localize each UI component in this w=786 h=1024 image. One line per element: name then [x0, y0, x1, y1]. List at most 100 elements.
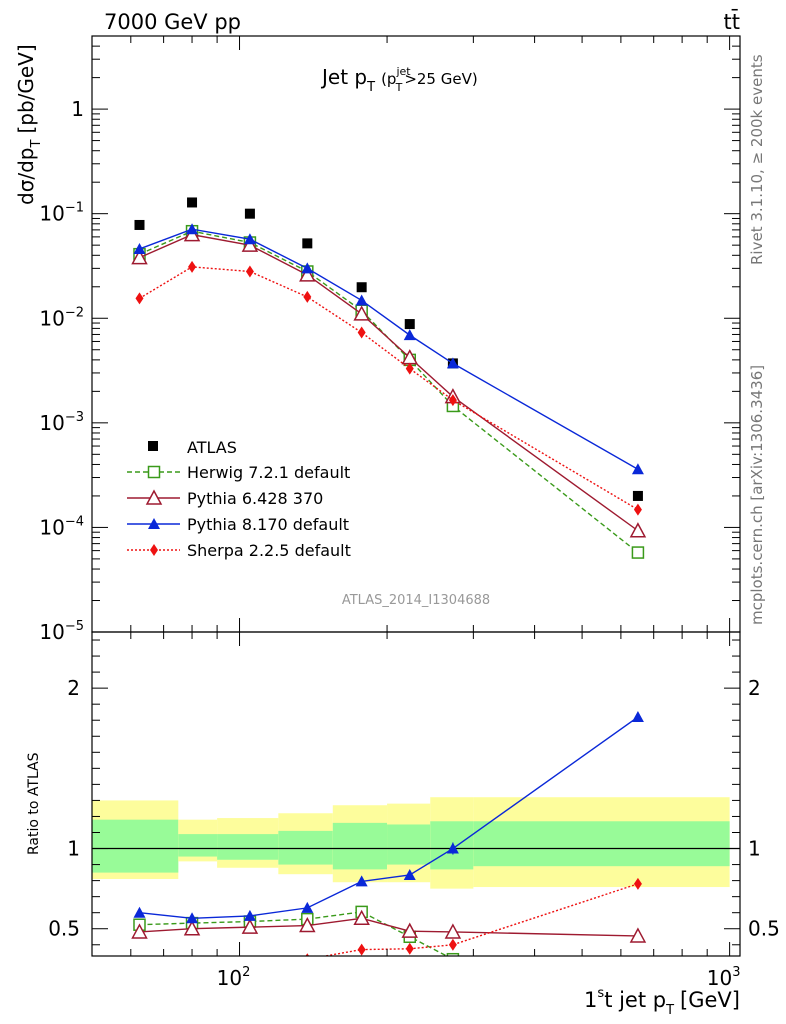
ratio-band-inner — [387, 824, 431, 865]
main-y-axis-label-unit: [pb/GeV] — [14, 44, 38, 133]
ratio-point-herwig — [446, 952, 460, 956]
series-line-herwig — [139, 230, 639, 554]
main-y-tick-label-base: 10 — [39, 202, 64, 226]
ratio-point-pythia6 — [629, 927, 647, 943]
main-y-tick-label-exp: −3 — [65, 410, 84, 425]
ratio-point-pythia8 — [186, 912, 199, 924]
main-y-tick-label-exp: −2 — [65, 305, 84, 320]
point-pythia8 — [355, 294, 368, 306]
point-pythia8 — [446, 357, 459, 369]
ratio-point-sherpa — [135, 971, 143, 983]
main-y-axis-label: dσ/dpT [pb/GeV] — [14, 44, 44, 205]
point-sherpa — [135, 292, 144, 305]
main-y-tick-label-base: 10 — [39, 306, 64, 330]
legend-pythia6-marker — [145, 489, 163, 505]
x-tick-label-base: 10 — [217, 966, 242, 990]
legend-sherpa-marker — [150, 544, 158, 556]
plot-title-sub: T — [366, 80, 375, 95]
ratio-line-pythia6 — [139, 917, 638, 937]
point-atlas — [244, 208, 255, 219]
energy-label: 7000 GeV pp — [104, 10, 241, 34]
main-y-tick-label: 10−2 — [39, 305, 84, 330]
point-pythia6 — [629, 522, 647, 538]
point-pythia6 — [299, 266, 316, 282]
rivet-label: Rivet 3.1.10, ≥ 200k events — [748, 54, 766, 265]
point-sherpa — [188, 260, 197, 273]
legend-herwig: Herwig 7.2.1 default — [127, 463, 350, 482]
ratio-frame — [91, 631, 741, 957]
series-pythia6 — [131, 226, 647, 538]
legend-pythia8-marker — [148, 518, 160, 529]
point-atlas — [134, 219, 145, 230]
main-y-tick-label-base: 10 — [39, 411, 64, 435]
ratio-point-pythia8 — [446, 842, 459, 854]
plot-title: Jet pT (pjet T >25 GeV) — [320, 65, 478, 95]
point-pythia8 — [403, 329, 416, 341]
legend-pythia8-label: Pythia 8.170 default — [187, 515, 349, 534]
ratio-point-sherpa — [633, 877, 642, 890]
point-pythia6 — [353, 305, 370, 321]
legend-pythia6-label: Pythia 6.428 370 — [187, 489, 323, 508]
ratio-point-herwig — [632, 957, 643, 968]
process-label: tt̄ — [724, 9, 740, 34]
x-axis-label-mid: t jet p — [604, 988, 666, 1012]
ratio-y-axis-label: Ratio to ATLAS — [26, 752, 42, 855]
main-y-tick-label: 10−5 — [39, 619, 84, 644]
main-y-tick-label-exp: −5 — [65, 619, 84, 634]
ratio-line-sherpa — [321, 883, 639, 956]
x-tick-label: 102 — [217, 965, 251, 990]
ratio-point-pythia6 — [353, 909, 370, 926]
x-tick-label-exp: 2 — [242, 965, 250, 980]
x-tick-label-base: 10 — [707, 966, 732, 990]
ratio-point-sherpa — [305, 953, 310, 956]
series-herwig — [133, 224, 645, 559]
x-axis-label-sub: T — [665, 1003, 674, 1018]
ratio-series-herwig — [133, 905, 643, 968]
ratio-band-inner — [332, 822, 388, 870]
ratio-y-tick-label-left: 1 — [67, 837, 80, 861]
point-pythia8 — [301, 262, 314, 274]
point-sherpa — [633, 503, 642, 516]
point-atlas — [356, 282, 367, 293]
main-y-tick-label: 10−4 — [39, 514, 84, 539]
main-y-tick-label-exp: −1 — [65, 201, 84, 216]
point-pythia6 — [131, 249, 148, 265]
x-axis-label-sup: s — [597, 986, 604, 1001]
main-series — [131, 197, 647, 559]
legend-sherpa: Sherpa 2.2.5 default — [127, 541, 351, 560]
ratio-bands — [92, 797, 740, 889]
series-pythia8 — [133, 223, 644, 475]
ratio-point-sherpa — [357, 943, 366, 956]
x-axis-label: 1st jet pT [GeV] — [584, 986, 740, 1018]
series-sherpa — [135, 260, 642, 516]
main-y-axis-label-sub: T — [29, 140, 44, 149]
plot-title-paren-close: >25 GeV) — [404, 70, 477, 88]
ratio-point-pythia6 — [183, 920, 201, 936]
ratio-y-tick-label-left: 2 — [67, 676, 80, 700]
legend-herwig-marker — [147, 465, 161, 479]
ratio-point-pythia8 — [301, 901, 314, 913]
main-y-tick-label: 1 — [71, 97, 84, 121]
point-sherpa — [357, 326, 366, 339]
ratio-band-inner — [473, 821, 730, 867]
series-line-pythia6 — [139, 233, 639, 532]
point-pythia8 — [133, 242, 146, 254]
ratio-line-pythia8 — [139, 716, 639, 920]
ratio-y-tick-label-right: 0.5 — [748, 917, 780, 941]
ratio-y-tick-label-right: 2 — [748, 676, 761, 700]
ratio-series — [131, 711, 647, 983]
point-pythia6 — [241, 236, 259, 252]
ratio-band-inner — [178, 834, 218, 857]
ratio-point-pythia8 — [631, 711, 644, 723]
legend-pythia8: Pythia 8.170 default — [127, 515, 349, 534]
ratio-point-pythia6 — [444, 923, 462, 939]
plot-title-main: Jet p — [320, 65, 367, 89]
point-sherpa — [303, 290, 312, 303]
point-atlas — [632, 490, 643, 501]
ratio-point-pythia8 — [403, 869, 416, 880]
ratio-series-sherpa — [135, 877, 642, 983]
ratio-point-pythia6 — [241, 918, 259, 934]
point-herwig — [631, 546, 645, 559]
